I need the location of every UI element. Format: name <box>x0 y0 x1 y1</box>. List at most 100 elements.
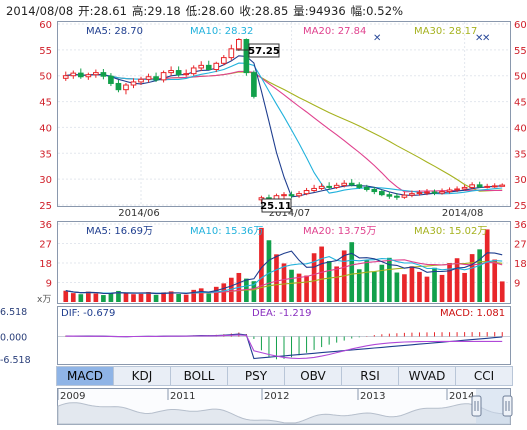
candle[interactable] <box>160 72 167 81</box>
volume-bar[interactable] <box>198 288 204 302</box>
tab-cci[interactable]: CCI <box>473 369 495 383</box>
candle[interactable] <box>394 195 400 198</box>
volume-bar[interactable] <box>379 264 385 302</box>
candle[interactable] <box>108 75 114 84</box>
tab-boll[interactable]: BOLL <box>171 367 228 385</box>
volume-bar[interactable] <box>319 246 324 302</box>
volume-bar[interactable] <box>492 259 498 302</box>
volume-bar[interactable] <box>409 266 415 302</box>
candle[interactable] <box>236 39 242 50</box>
volume-bar[interactable] <box>462 272 467 302</box>
volume-bar[interactable] <box>123 293 129 302</box>
volume-bar[interactable] <box>131 294 136 302</box>
candle[interactable] <box>371 188 378 193</box>
candle[interactable] <box>416 192 423 195</box>
candle[interactable] <box>85 74 92 78</box>
volume-bar[interactable] <box>206 293 212 302</box>
volume-bar[interactable] <box>371 271 377 302</box>
candle[interactable] <box>62 75 69 79</box>
volume-bars[interactable] <box>63 227 505 302</box>
candle[interactable] <box>100 72 107 77</box>
volume-bar[interactable] <box>274 254 279 302</box>
candle[interactable] <box>183 73 190 76</box>
volume-bar[interactable] <box>176 293 181 302</box>
volume-bar[interactable] <box>213 286 219 302</box>
candle[interactable] <box>326 185 332 188</box>
candle[interactable] <box>484 185 491 188</box>
candle[interactable] <box>175 70 182 76</box>
volume-bar[interactable] <box>86 291 91 302</box>
candle[interactable] <box>205 64 212 71</box>
candle[interactable] <box>318 185 325 189</box>
tab-kdj[interactable]: KDJ <box>114 367 171 385</box>
candle[interactable] <box>296 193 302 197</box>
volume-bar[interactable] <box>266 240 272 302</box>
candle[interactable] <box>190 67 197 75</box>
candle[interactable] <box>341 182 348 186</box>
candle[interactable] <box>439 191 445 194</box>
volume-bar[interactable] <box>417 271 422 302</box>
tab-rsi[interactable]: RSI <box>342 367 399 385</box>
volume-bar[interactable] <box>221 283 227 302</box>
volume-bar[interactable] <box>499 281 505 302</box>
candle[interactable] <box>228 48 235 59</box>
volume-bar[interactable] <box>108 292 114 302</box>
candle[interactable] <box>153 76 159 81</box>
candle[interactable] <box>168 70 174 74</box>
volume-bar[interactable] <box>402 274 407 302</box>
volume-bar[interactable] <box>484 229 490 302</box>
candle[interactable] <box>333 184 340 188</box>
candle[interactable] <box>348 182 355 186</box>
volume-bar[interactable] <box>296 273 302 302</box>
volume-bar[interactable] <box>168 291 174 302</box>
volume-bar[interactable] <box>93 293 99 302</box>
volume-bar[interactable] <box>251 281 257 302</box>
volume-bar[interactable] <box>138 293 144 302</box>
volume-bar[interactable] <box>153 294 159 302</box>
candle[interactable] <box>378 191 385 196</box>
candle[interactable] <box>311 187 317 192</box>
candle[interactable] <box>409 193 415 196</box>
candle[interactable] <box>198 64 205 69</box>
volume-bar[interactable] <box>447 263 452 302</box>
volume-bar[interactable] <box>70 293 76 302</box>
volume-bar[interactable] <box>326 261 332 302</box>
candle[interactable] <box>499 184 506 187</box>
candle[interactable] <box>281 194 287 197</box>
volume-bar[interactable] <box>161 292 166 302</box>
volume-bar[interactable] <box>334 266 340 302</box>
volume-bar[interactable] <box>356 269 362 302</box>
candle[interactable] <box>288 194 295 197</box>
volume-bar[interactable] <box>364 260 370 302</box>
volume-bar[interactable] <box>387 257 392 302</box>
volume-bar[interactable] <box>394 272 400 302</box>
volume-bar[interactable] <box>469 254 475 302</box>
candle[interactable] <box>461 186 468 190</box>
tab-macd[interactable]: MACD <box>57 367 114 385</box>
overview-right-handle[interactable] <box>502 395 513 417</box>
candle[interactable] <box>145 76 152 80</box>
price-candles[interactable] <box>62 38 506 205</box>
volume-bar[interactable] <box>146 292 151 302</box>
candle[interactable] <box>476 184 483 188</box>
tab-psy[interactable]: PSY <box>228 367 285 385</box>
candle[interactable] <box>123 84 129 91</box>
volume-bar[interactable] <box>259 227 264 302</box>
candle[interactable] <box>454 188 460 191</box>
volume-bar[interactable] <box>281 263 287 302</box>
candle[interactable] <box>446 189 453 193</box>
volume-bar[interactable] <box>289 269 294 302</box>
volume-bar[interactable] <box>63 290 69 302</box>
candle[interactable] <box>138 78 144 83</box>
tab-obv[interactable]: OBV <box>285 367 342 385</box>
volume-bar[interactable] <box>304 275 309 302</box>
volume-bar[interactable] <box>477 249 482 302</box>
volume-bar[interactable] <box>78 294 84 302</box>
candle[interactable] <box>220 57 227 64</box>
volume-bar[interactable] <box>116 290 121 302</box>
volume-bar[interactable] <box>439 274 445 302</box>
volume-bar[interactable] <box>432 267 437 302</box>
volume-bar[interactable] <box>191 289 197 302</box>
candle[interactable] <box>213 62 220 71</box>
